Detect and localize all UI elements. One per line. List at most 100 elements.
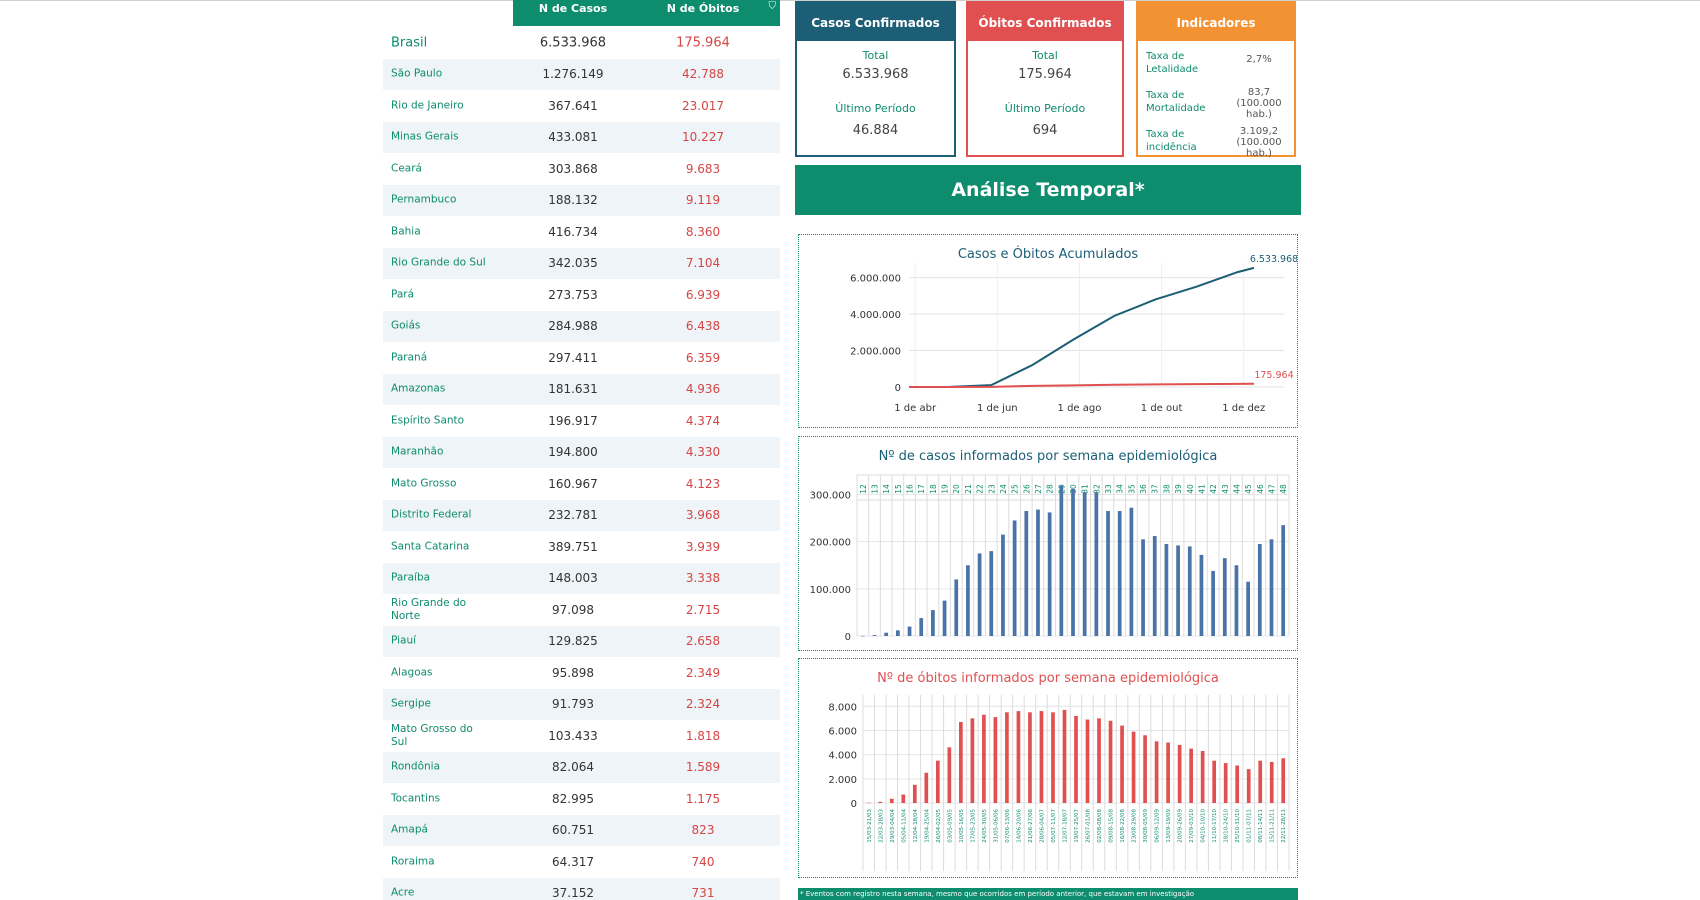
cases-value: 196.917	[548, 413, 598, 428]
bar	[1281, 758, 1286, 803]
table-row[interactable]: Pernambuco 188.132 9.119	[383, 184, 780, 216]
table-row[interactable]: Alagoas 95.898 2.349	[383, 657, 780, 689]
deaths-value: 9.683	[685, 161, 721, 176]
week-label: 06/09-12/09	[1155, 809, 1161, 843]
x-tick-label: 1 de dez	[1222, 403, 1265, 414]
table-row[interactable]: Espírito Santo 196.917 4.374	[383, 405, 780, 437]
table-row[interactable]: Rondônia 82.064 1.589	[383, 751, 780, 783]
week-label: 16	[906, 484, 915, 494]
y-tick-label: 300.000	[810, 491, 851, 502]
table-row[interactable]: Minas Gerais 433.081 10.227	[383, 121, 780, 153]
bar	[860, 635, 865, 637]
bar	[1036, 509, 1040, 636]
table-row[interactable]: Bahia 416.734 8.360	[383, 216, 780, 248]
table-row[interactable]: Sergipe 91.793 2.324	[383, 688, 780, 720]
bar	[889, 798, 894, 803]
bar	[1062, 709, 1067, 803]
state-name: Roraima	[391, 855, 435, 868]
table-row[interactable]: Santa Catarina 389.751 3.939	[383, 531, 780, 563]
total-value: 6.533.968	[842, 67, 909, 82]
table-row[interactable]: Pará 273.753 6.939	[383, 279, 780, 311]
week-label: 14	[882, 484, 891, 494]
table-row[interactable]: Brasil 6.533.968 175.964	[383, 27, 780, 59]
data-label: 6.533.968	[1250, 254, 1297, 265]
table-row[interactable]: Piauí 129.825 2.658	[383, 625, 780, 657]
table-row[interactable]: Acre 37.152 731	[383, 877, 780, 900]
deaths-value: 823	[691, 823, 715, 838]
week-label: 41	[1197, 484, 1206, 494]
table-row[interactable]: Mato Grosso do Sul 103.433 1.818	[383, 720, 780, 752]
state-name: Brasil	[391, 35, 428, 51]
table-row[interactable]: Rio Grande do Sul 342.035 7.104	[383, 247, 780, 279]
bar	[959, 721, 963, 803]
table-row[interactable]: Ceará 303.868 9.683	[383, 153, 780, 185]
table-row[interactable]: Rio de Janeiro 367.641 23.017	[383, 90, 780, 122]
chart-obitos-semana-panel: Nº de óbitos informados por semana epide…	[798, 658, 1298, 878]
table-row[interactable]: Amapá 60.751 823	[383, 814, 780, 846]
cases-value: 64.317	[552, 854, 594, 869]
bar	[977, 553, 982, 636]
card-title: Indicadores	[1138, 3, 1294, 41]
total-label: Total	[1032, 49, 1058, 62]
state-name: Rio Grande do Sul	[391, 256, 486, 269]
bar	[931, 610, 935, 636]
week-label: 35	[1127, 484, 1136, 494]
bar	[919, 618, 924, 636]
table-row[interactable]: Maranhão 194.800 4.330	[383, 436, 780, 468]
week-label: 25	[1011, 484, 1020, 494]
chart-obitos-semana[interactable]: 0 2.000 4.000 6.000 8.000 15/03-21/03 22/03-28…	[799, 659, 1297, 877]
cases-value: 82.995	[552, 791, 594, 806]
week-label: 28	[1046, 484, 1055, 494]
deaths-value: 740	[691, 854, 715, 869]
state-name: São Paulo	[391, 67, 443, 80]
deaths-value: 2.658	[685, 634, 721, 649]
table-row[interactable]: Paraíba 148.003 3.338	[383, 562, 780, 594]
cases-value: 297.411	[548, 350, 598, 365]
week-label: 19	[941, 484, 950, 494]
table-row[interactable]: Amazonas 181.631 4.936	[383, 373, 780, 405]
table-row[interactable]: Roraima 64.317 740	[383, 846, 780, 878]
table-row[interactable]: Paraná 297.411 6.359	[383, 342, 780, 374]
cases-value: 389.751	[548, 539, 598, 554]
table-row[interactable]: Mato Grosso 160.967 4.123	[383, 468, 780, 500]
filter-icon[interactable]: ⛉	[768, 1, 777, 12]
bar	[1108, 720, 1113, 803]
week-label: 15	[894, 484, 903, 494]
y-tick-label: 4.000	[828, 751, 857, 762]
bar	[1164, 544, 1169, 636]
table-row[interactable]: Goiás 284.988 6.438	[383, 310, 780, 342]
week-label: 04/10-10/10	[1201, 809, 1207, 843]
week-label: 08/11-14/11	[1258, 809, 1264, 843]
header-deaths[interactable]: N de Óbitos	[666, 2, 740, 15]
top-divider	[0, 0, 1700, 1]
state-name: Rio de Janeiro	[391, 99, 464, 112]
week-label: 21/06-27/06	[1028, 809, 1034, 843]
bar	[1258, 760, 1263, 803]
week-label: 17/05-23/05	[970, 809, 976, 843]
y-tick-label: 2.000	[828, 775, 857, 786]
week-label: 31	[1081, 484, 1090, 494]
header-cases[interactable]: N de Casos	[538, 2, 608, 15]
chart-acumulados[interactable]: 0 2.000.000 4.000.000 6.000.000 1 de abr 1 de…	[799, 235, 1297, 427]
week-label: 03/05-09/05	[947, 809, 953, 843]
chart-casos-semana[interactable]: 0 100.000 200.000 300.000 12 13 14 15 16 17 18 19 20…	[799, 437, 1297, 650]
bar	[1281, 525, 1286, 636]
cases-value: 95.898	[552, 665, 594, 680]
table-row[interactable]: Rio Grande do Norte 97.098 2.715	[383, 594, 780, 626]
y-tick-label: 200.000	[810, 538, 851, 549]
state-name: Goiás	[391, 319, 421, 332]
bar	[1047, 512, 1052, 636]
week-label: 15/11-21/11	[1270, 809, 1276, 843]
week-label: 23	[987, 484, 996, 494]
week-label: 20	[952, 484, 961, 494]
bar	[1177, 744, 1182, 803]
table-row[interactable]: São Paulo 1.276.149 42.788	[383, 58, 780, 90]
table-row[interactable]: Tocantins 82.995 1.175	[383, 783, 780, 815]
table-row[interactable]: Distrito Federal 232.781 3.968	[383, 499, 780, 531]
deaths-value: 175.964	[676, 35, 730, 51]
indicator-incidencia: Taxa de incidência 3.109,2 (100.000 hab.…	[1146, 126, 1292, 160]
bar	[1106, 511, 1110, 636]
state-name: Alagoas	[391, 666, 433, 679]
deaths-value: 3.968	[685, 508, 721, 523]
bar	[993, 717, 998, 803]
